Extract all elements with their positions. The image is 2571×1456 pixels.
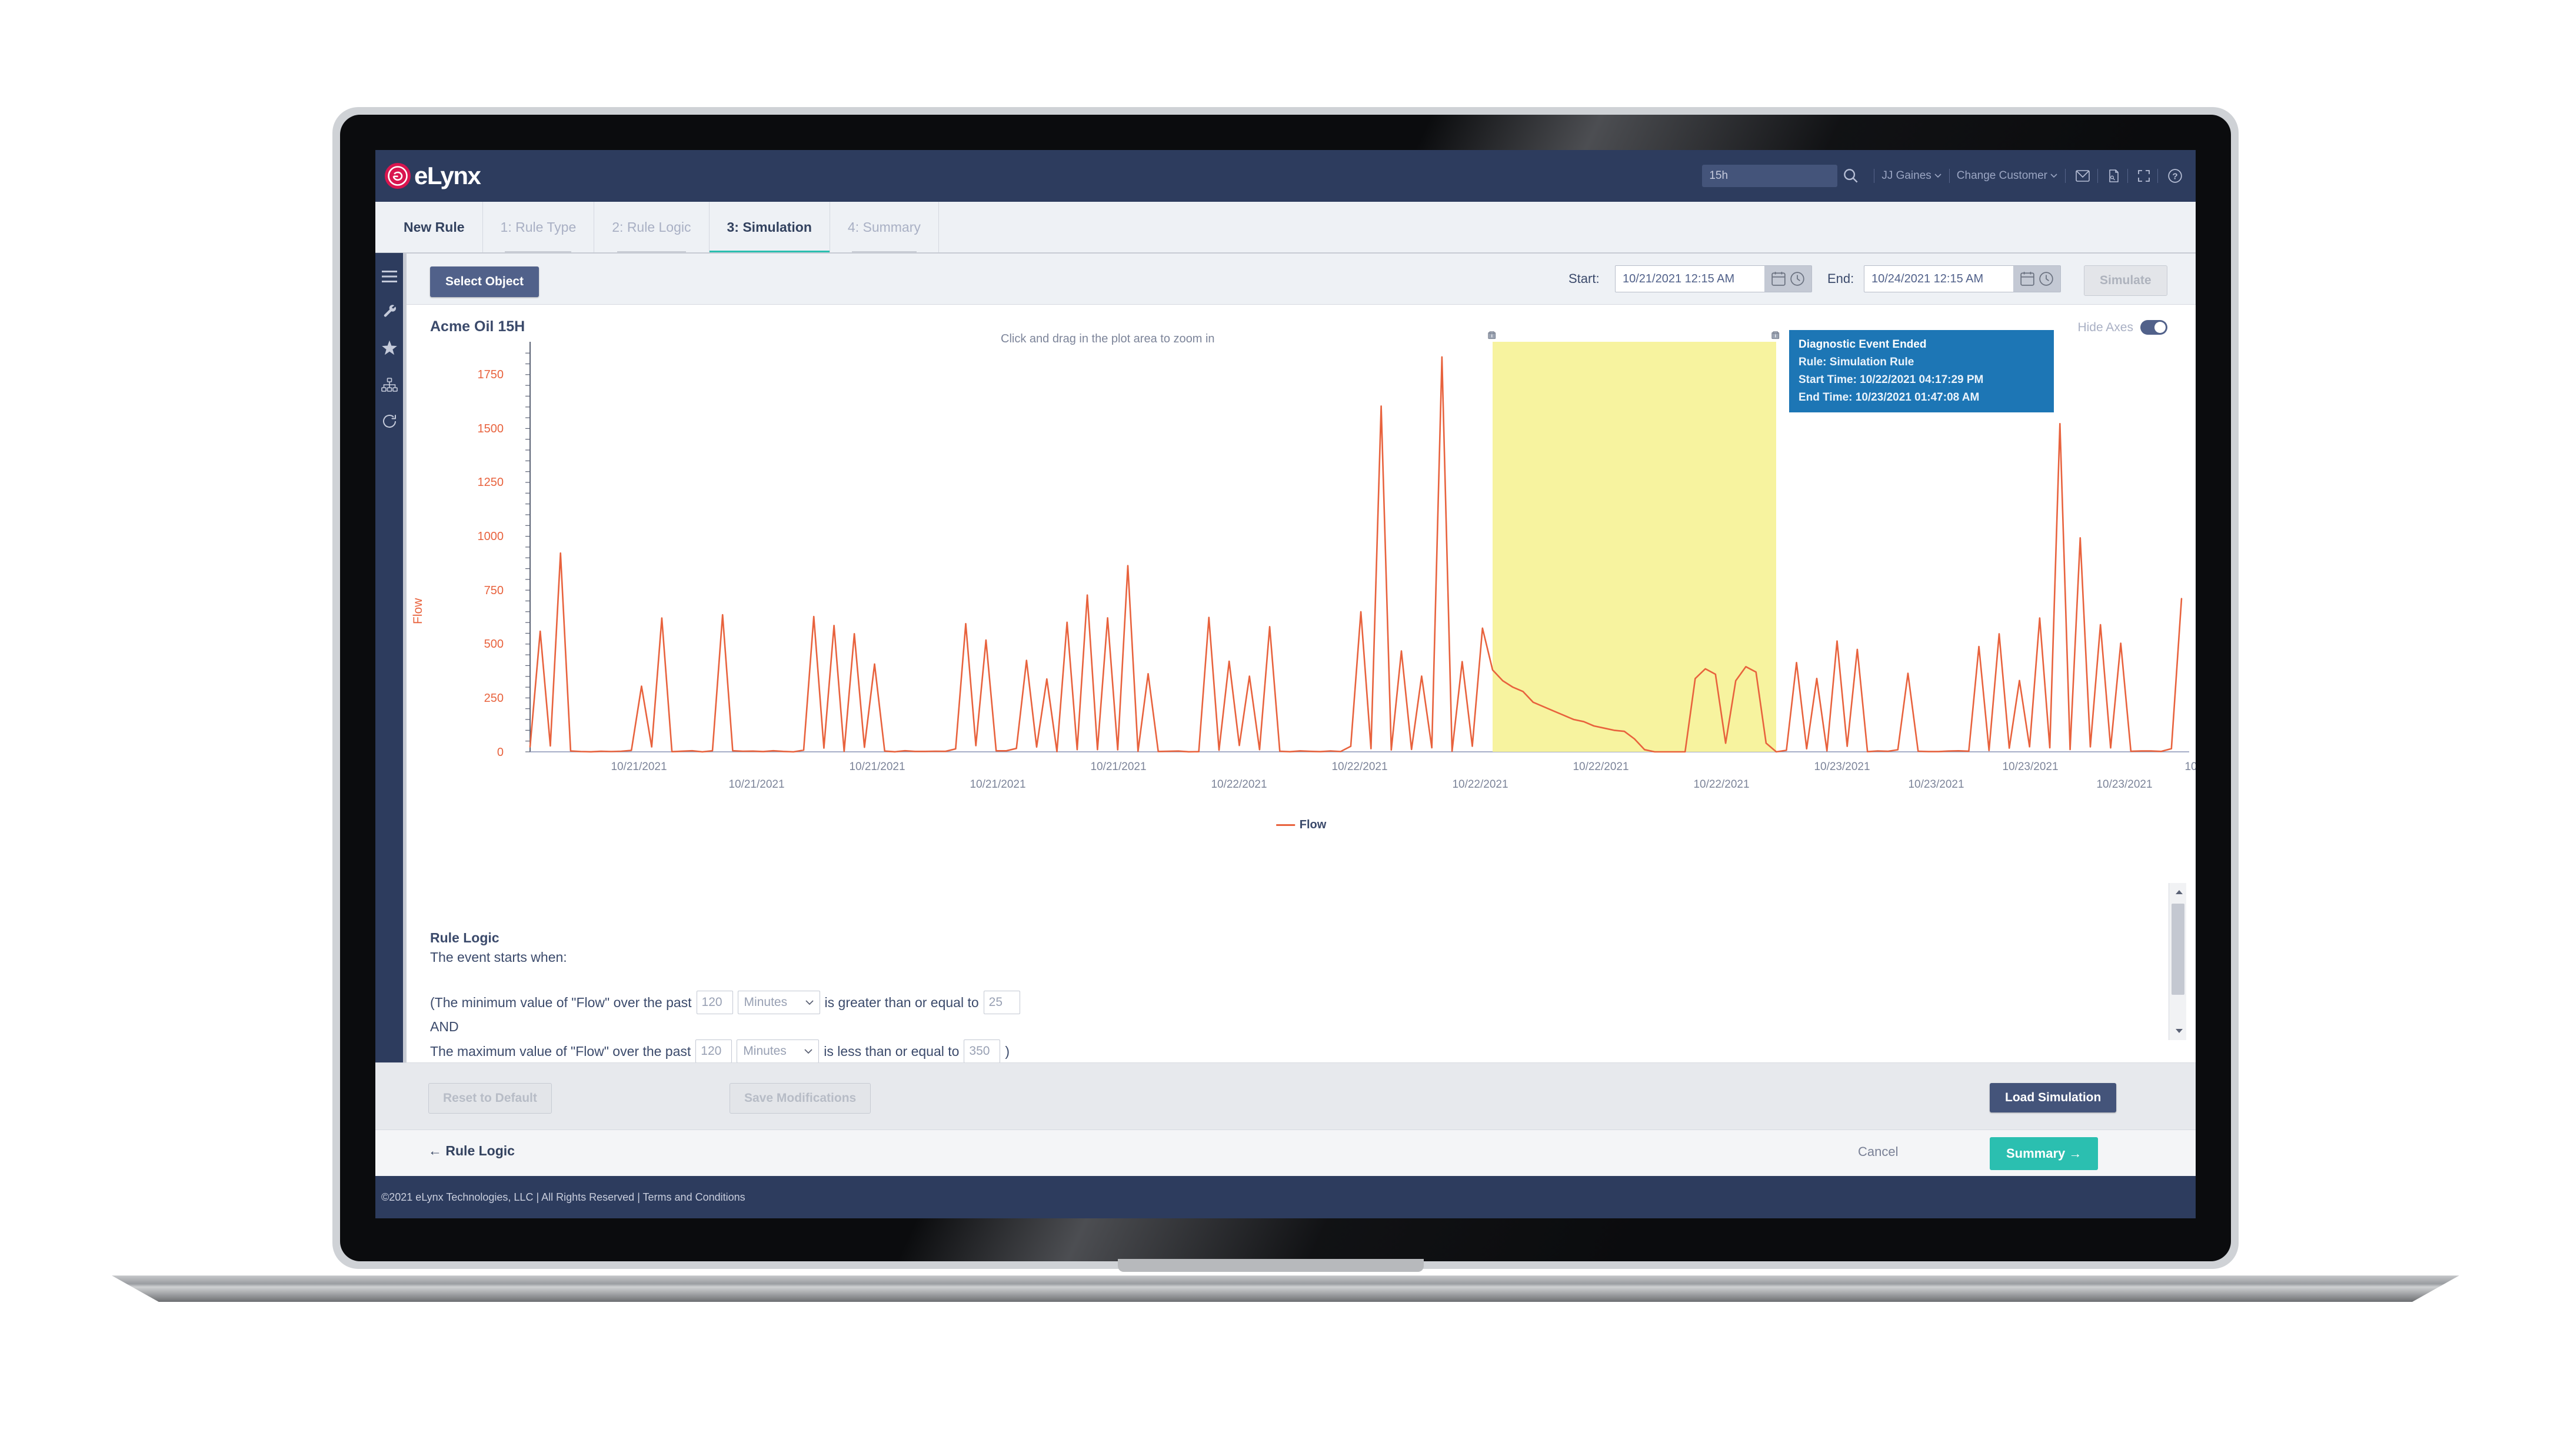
- svg-text:?: ?: [2172, 171, 2177, 181]
- svg-text:i: i: [1775, 334, 1776, 339]
- svg-text:i: i: [1491, 334, 1493, 339]
